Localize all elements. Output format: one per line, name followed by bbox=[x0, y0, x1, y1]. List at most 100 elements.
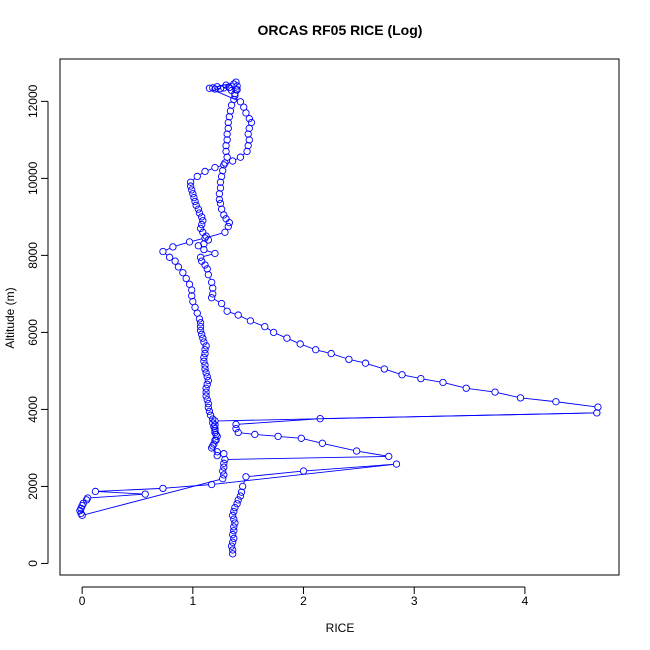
data-point bbox=[207, 294, 216, 302]
series-segment bbox=[240, 316, 248, 320]
data-point bbox=[141, 490, 149, 498]
data-point bbox=[207, 480, 216, 489]
data-point bbox=[186, 182, 195, 190]
series-segment bbox=[249, 470, 301, 477]
data-point bbox=[233, 500, 241, 508]
data-point bbox=[225, 219, 234, 227]
series-segment bbox=[253, 321, 262, 326]
data-point bbox=[220, 471, 228, 479]
series-layer bbox=[76, 78, 602, 558]
data-point bbox=[200, 353, 208, 362]
data-point bbox=[213, 448, 221, 456]
data-point bbox=[230, 527, 238, 535]
data-point bbox=[205, 84, 214, 92]
x-tick-label: 3 bbox=[411, 594, 418, 608]
data-point bbox=[200, 338, 208, 346]
data-point bbox=[215, 190, 224, 198]
data-point bbox=[207, 278, 216, 286]
data-point bbox=[204, 376, 212, 385]
data-point bbox=[219, 167, 227, 175]
series-segment bbox=[218, 412, 594, 422]
data-point bbox=[209, 419, 217, 427]
data-point bbox=[392, 460, 401, 468]
data-point bbox=[222, 141, 230, 150]
data-point bbox=[237, 488, 246, 496]
data-point bbox=[223, 136, 231, 144]
data-point bbox=[226, 107, 235, 115]
data-point bbox=[223, 153, 231, 161]
series-segment bbox=[469, 388, 492, 393]
data-point bbox=[211, 426, 219, 435]
series-segment bbox=[98, 488, 160, 492]
data-point bbox=[193, 172, 201, 181]
series-segment bbox=[276, 333, 285, 338]
data-point bbox=[213, 451, 221, 460]
data-point bbox=[201, 346, 209, 354]
series-segment bbox=[281, 436, 299, 439]
series-segment bbox=[230, 311, 236, 315]
data-point bbox=[198, 213, 206, 221]
series-segment bbox=[175, 242, 187, 247]
series-segment bbox=[325, 443, 354, 451]
data-point bbox=[210, 423, 218, 431]
data-point bbox=[593, 409, 601, 417]
series-segment bbox=[203, 253, 212, 257]
data-point bbox=[159, 247, 167, 256]
data-point bbox=[222, 215, 230, 223]
series-segment bbox=[217, 165, 221, 168]
data-point bbox=[236, 98, 245, 106]
data-point bbox=[198, 330, 206, 338]
data-point bbox=[230, 515, 238, 523]
series-segment bbox=[207, 168, 213, 171]
data-point bbox=[299, 467, 308, 475]
data-point bbox=[327, 349, 335, 358]
series-segment bbox=[243, 479, 246, 484]
data-point bbox=[91, 487, 100, 496]
series-segment bbox=[90, 493, 143, 499]
data-point bbox=[202, 342, 210, 350]
data-point bbox=[205, 407, 214, 415]
series-segment bbox=[351, 359, 363, 363]
data-point bbox=[224, 124, 232, 132]
data-point bbox=[196, 224, 205, 233]
data-point bbox=[236, 153, 245, 161]
data-point bbox=[230, 80, 238, 88]
data-point bbox=[242, 109, 250, 117]
data-point bbox=[245, 136, 253, 144]
data-point bbox=[234, 496, 242, 504]
plot-area-frame bbox=[59, 58, 620, 576]
data-point bbox=[188, 186, 196, 194]
data-point bbox=[234, 428, 242, 437]
data-point bbox=[202, 388, 210, 396]
data-point bbox=[201, 365, 209, 373]
data-point bbox=[210, 440, 218, 448]
series-segment bbox=[98, 491, 143, 495]
series-segment bbox=[423, 378, 440, 383]
data-point bbox=[297, 434, 305, 442]
data-point bbox=[219, 475, 227, 483]
data-point bbox=[203, 380, 211, 389]
data-point bbox=[203, 373, 211, 381]
data-point bbox=[229, 538, 237, 546]
series-segment bbox=[207, 232, 222, 238]
data-point bbox=[251, 430, 259, 439]
data-point bbox=[216, 199, 225, 208]
data-point bbox=[194, 242, 203, 250]
series-segment bbox=[267, 327, 272, 332]
data-point bbox=[198, 220, 206, 229]
series-segment bbox=[387, 369, 400, 375]
data-point bbox=[159, 484, 167, 493]
data-point bbox=[229, 511, 237, 519]
data-point bbox=[185, 280, 194, 288]
data-point bbox=[179, 269, 187, 277]
data-point bbox=[202, 392, 210, 400]
y-tick-label: 6000 bbox=[26, 319, 40, 346]
data-point bbox=[244, 141, 252, 150]
data-point bbox=[229, 530, 237, 539]
data-point bbox=[318, 439, 326, 447]
data-point bbox=[224, 222, 232, 231]
data-point bbox=[223, 130, 231, 138]
data-point bbox=[231, 503, 239, 512]
series-segment bbox=[165, 247, 171, 251]
